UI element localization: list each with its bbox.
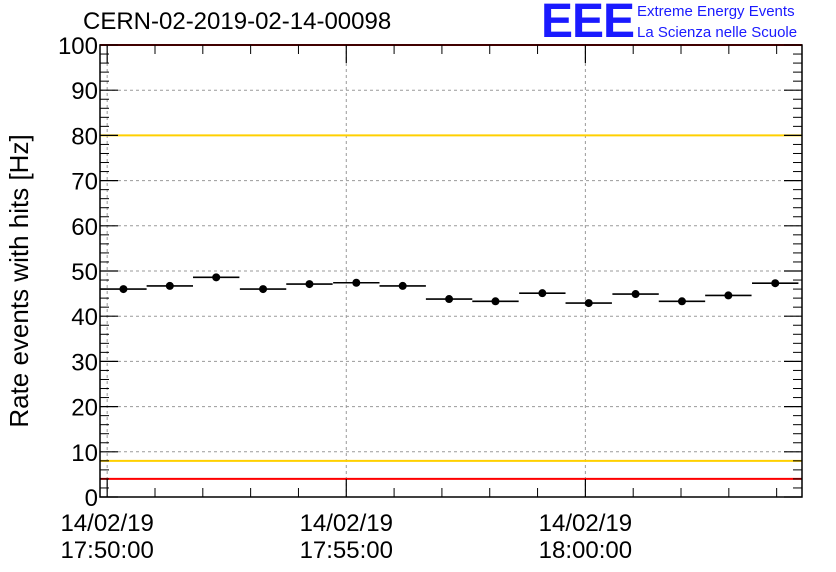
y-tick-label: 0 [85, 485, 98, 512]
grid [100, 45, 802, 497]
data-point [538, 289, 547, 298]
y-tick-label: 10 [71, 440, 98, 467]
y-tick-label: 100 [58, 33, 98, 60]
data-point [212, 273, 221, 282]
x-tick-time: 17:50:00 [60, 537, 153, 564]
y-tick-label: 20 [71, 395, 98, 422]
chart-title: CERN-02-2019-02-14-00098 [83, 8, 392, 35]
data-point [771, 279, 780, 288]
x-tick-time: 18:00:00 [539, 537, 632, 564]
x-tick-time: 17:55:00 [300, 537, 393, 564]
data-point [352, 278, 361, 287]
logo-tagline-2: La Scienza nelle Scuole [637, 24, 798, 41]
x-tick-date: 14/02/19 [60, 510, 153, 537]
data-point [165, 281, 174, 290]
data-point [259, 285, 268, 294]
y-tick-label: 30 [71, 349, 98, 376]
y-tick-label: 40 [71, 304, 98, 331]
x-tick-date: 14/02/19 [300, 510, 393, 537]
data-series [100, 273, 799, 308]
data-point [677, 297, 686, 306]
data-point [305, 280, 314, 289]
y-tick-label: 80 [71, 123, 98, 150]
data-point [445, 295, 454, 304]
data-point [724, 291, 733, 300]
data-point [119, 285, 128, 294]
data-point [584, 299, 593, 308]
x-tick-date: 14/02/19 [539, 510, 632, 537]
y-tick-label: 60 [71, 214, 98, 241]
y-tick-label: 50 [71, 259, 98, 286]
axes: 010203040506070809010014/02/1917:50:0014… [58, 33, 802, 564]
y-tick-label: 70 [71, 169, 98, 196]
data-point [631, 290, 640, 299]
data-point [491, 297, 500, 306]
logo-tagline-1: Extreme Energy Events [637, 3, 795, 20]
data-point [398, 281, 407, 290]
reference-lines [100, 44, 802, 480]
y-tick-label: 90 [71, 78, 98, 105]
y-axis-label: Rate events with hits [Hz] [4, 134, 34, 427]
eee-logo: EEE [541, 0, 635, 48]
